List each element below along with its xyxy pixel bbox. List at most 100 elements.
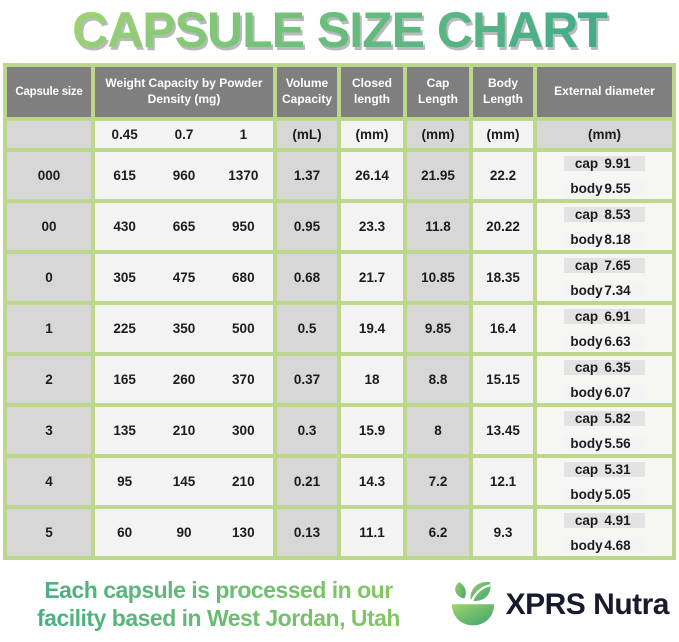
cap-label: cap [574, 155, 599, 171]
volume-capacity-value: 0.68 [277, 254, 337, 301]
body-diameter-value: 4.68 [604, 537, 631, 553]
weight-at-1: 1370 [228, 168, 259, 183]
weight-at-045: 165 [113, 372, 136, 387]
capsule-size-value: 00 [7, 203, 91, 250]
weight-at-07: 260 [172, 372, 196, 387]
capsule-size-value: 5 [7, 509, 91, 556]
weight-at-045: 95 [117, 474, 133, 489]
external-diameter-cap-row: cap 6.35 [564, 359, 645, 375]
weight-at-1: 130 [232, 525, 255, 540]
body-label: body [570, 384, 603, 400]
capsule-size-value: 2 [7, 356, 91, 403]
body-length-value: 16.4 [473, 305, 533, 352]
units-closed-length: (mm) [341, 121, 403, 148]
body-diameter-value: 9.55 [604, 180, 631, 196]
units-external-diameter: (mm) [537, 121, 672, 148]
weight-at-07: 350 [172, 321, 196, 336]
closed-length-value: 18 [341, 356, 403, 403]
units-volume: (mL) [277, 121, 337, 148]
weight-at-07: 145 [172, 474, 196, 489]
cap-label: cap [574, 410, 599, 426]
closed-length-value: 19.4 [341, 305, 403, 352]
cap-length-value: 9.85 [407, 305, 469, 352]
bowl-leaf-icon [451, 582, 494, 626]
cap-diameter-value: 6.91 [604, 308, 631, 324]
cap-length-value: 21.95 [407, 152, 469, 199]
capsule-size-value: 0 [7, 254, 91, 301]
cap-diameter-value: 4.91 [604, 512, 631, 528]
volume-capacity-value: 0.95 [277, 203, 337, 250]
brand-name: XPRS Nutra [505, 588, 670, 621]
col-header-closed-length: Closed length [341, 67, 403, 117]
external-diameter-cap-row: cap 5.31 [564, 461, 645, 477]
weight-capacity-values: 135 210 300 [95, 407, 273, 454]
units-body-length: (mm) [473, 121, 533, 148]
body-diameter-value: 5.56 [604, 435, 631, 451]
body-length-value: 20.22 [473, 203, 533, 250]
cap-diameter-value: 9.91 [604, 155, 631, 171]
capsule-size-value: 4 [7, 458, 91, 505]
weight-at-07: 90 [176, 525, 192, 540]
external-diameter-cell: cap 4.91 body 4.68 [537, 509, 672, 556]
cap-length-value: 11.8 [407, 203, 469, 250]
density-07: 0.7 [174, 127, 194, 142]
facility-note-line1: Each capsule is processed in our [44, 577, 393, 604]
weight-at-1: 210 [232, 474, 255, 489]
external-diameter-cell: cap 5.31 body 5.05 [537, 458, 672, 505]
weight-at-045: 430 [113, 219, 136, 234]
cap-diameter-value: 7.65 [604, 257, 631, 273]
units-capsule-size-empty [7, 121, 91, 148]
cap-label: cap [574, 257, 599, 273]
body-length-value: 18.35 [473, 254, 533, 301]
col-header-capsule-size: Capsule size [7, 67, 91, 117]
external-diameter-cap-row: cap 8.53 [564, 206, 645, 222]
weight-at-07: 665 [172, 219, 196, 234]
cap-diameter-value: 6.35 [604, 359, 631, 375]
capsule-size-value: 000 [7, 152, 91, 199]
closed-length-value: 23.3 [341, 203, 403, 250]
weight-at-1: 500 [232, 321, 255, 336]
facility-note: Each capsule is processed in our facilit… [6, 577, 431, 632]
cap-label: cap [574, 461, 599, 477]
external-diameter-cell: cap 5.82 body 5.56 [537, 407, 672, 454]
body-diameter-value: 8.18 [604, 231, 631, 247]
body-length-value: 13.45 [473, 407, 533, 454]
cap-length-value: 10.85 [407, 254, 469, 301]
volume-capacity-value: 0.37 [277, 356, 337, 403]
density-045: 0.45 [111, 127, 138, 142]
cap-label: cap [574, 308, 599, 324]
col-header-volume-capacity: Volume Capacity [277, 67, 337, 117]
body-diameter-value: 5.05 [604, 486, 631, 502]
closed-length-value: 14.3 [341, 458, 403, 505]
body-label: body [570, 180, 603, 196]
external-diameter-body-row: body 5.56 [564, 435, 645, 451]
external-diameter-cap-row: cap 6.91 [564, 308, 645, 324]
body-label: body [570, 537, 603, 553]
cap-diameter-value: 8.53 [604, 206, 631, 222]
footer: Each capsule is processed in our facilit… [0, 560, 679, 640]
weight-at-1: 680 [232, 270, 255, 285]
cap-length-value: 6.2 [407, 509, 469, 556]
weight-at-1: 370 [232, 372, 255, 387]
body-length-value: 9.3 [473, 509, 533, 556]
volume-capacity-value: 0.21 [277, 458, 337, 505]
body-label: body [570, 435, 603, 451]
col-header-weight-capacity: Weight Capacity by Powder Density (mg) [95, 67, 273, 117]
cap-label: cap [574, 206, 599, 222]
units-powder-densities: 0.45 0.7 1 [95, 121, 273, 148]
cap-label: cap [574, 512, 599, 528]
body-length-value: 12.1 [473, 458, 533, 505]
external-diameter-body-row: body 6.63 [564, 333, 645, 349]
volume-capacity-value: 1.37 [277, 152, 337, 199]
volume-capacity-value: 0.13 [277, 509, 337, 556]
body-diameter-value: 6.07 [604, 384, 631, 400]
body-label: body [570, 486, 603, 502]
page-title: CAPSULE SIZE CHART [0, 2, 679, 58]
density-1: 1 [239, 127, 248, 142]
external-diameter-body-row: body 4.68 [564, 537, 645, 553]
closed-length-value: 26.14 [341, 152, 403, 199]
external-diameter-cell: cap 9.91 body 9.55 [537, 152, 672, 199]
cap-length-value: 8 [407, 407, 469, 454]
volume-capacity-value: 0.5 [277, 305, 337, 352]
external-diameter-cell: cap 6.35 body 6.07 [537, 356, 672, 403]
